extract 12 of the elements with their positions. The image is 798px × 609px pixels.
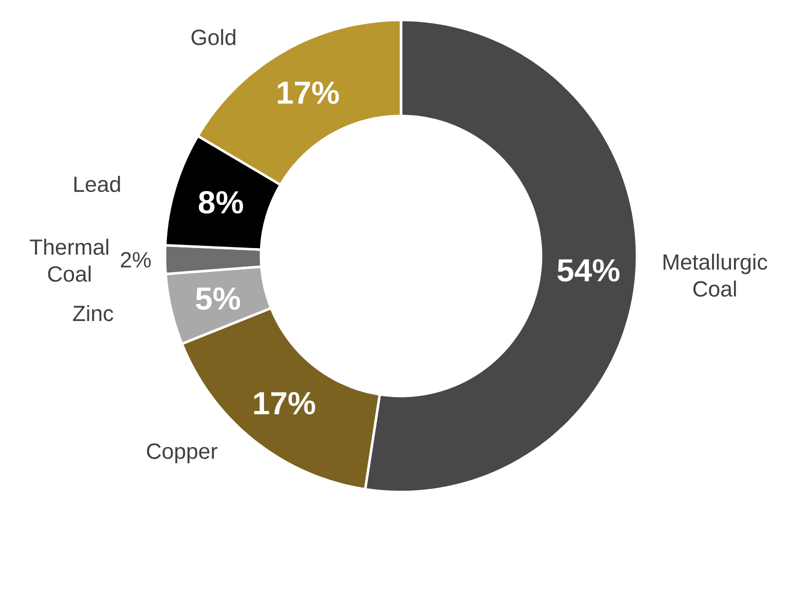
slice-label: Lead xyxy=(74,176,120,192)
data-label: 54% xyxy=(558,259,620,282)
data-label: 8% xyxy=(198,191,244,214)
data-label: 17% xyxy=(254,392,316,414)
slice-label: Zinc xyxy=(73,305,114,322)
data-label: 17% xyxy=(278,81,339,104)
data-label: 5% xyxy=(196,287,240,310)
slice-label: Thermal Coal xyxy=(30,238,108,282)
slice-label: Gold xyxy=(192,29,236,46)
data-label: 2% xyxy=(120,252,151,268)
slice-label: Copper xyxy=(146,443,218,464)
slice-label: Metallurgic Coal xyxy=(664,254,768,297)
